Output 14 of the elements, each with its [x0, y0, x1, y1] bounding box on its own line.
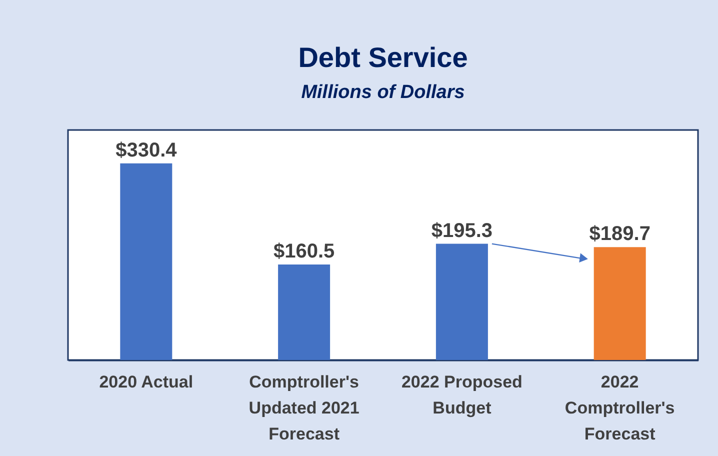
bar	[278, 264, 330, 360]
data-label: $189.7	[589, 223, 650, 246]
bar	[120, 163, 172, 360]
bar	[594, 247, 646, 360]
x-tick-label: 2020 Actual	[99, 372, 194, 392]
x-tick-label: 2022 Proposed Budget	[401, 372, 522, 418]
chart-title: Debt Service	[298, 42, 468, 73]
data-label: $195.3	[431, 220, 493, 242]
data-label: $330.4	[116, 139, 178, 162]
x-tick-label: 2022 Comptroller's Forecast	[564, 372, 675, 444]
chart-subtitle: Millions of Dollars	[301, 82, 465, 103]
bar	[436, 244, 488, 360]
x-tick-label: Comptroller's Updated 2021 Forecast	[248, 372, 360, 444]
data-label: $160.5	[273, 240, 335, 263]
